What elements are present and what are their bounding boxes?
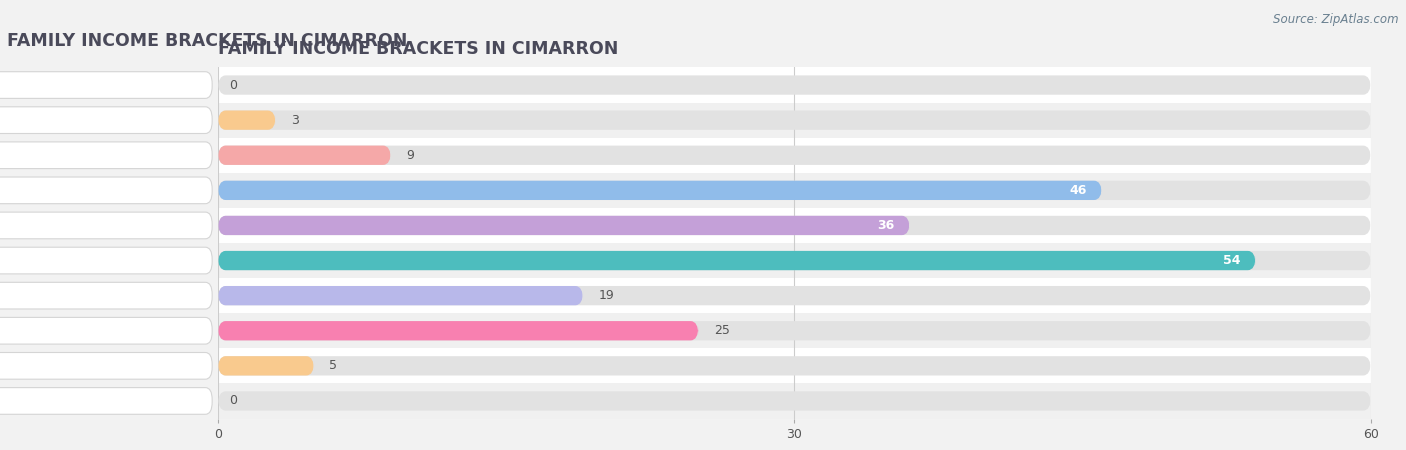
FancyBboxPatch shape (218, 216, 910, 235)
FancyBboxPatch shape (0, 177, 212, 204)
FancyBboxPatch shape (218, 286, 583, 305)
Text: 19: 19 (599, 289, 614, 302)
Text: 9: 9 (406, 149, 415, 162)
Bar (218, 173, 1371, 208)
FancyBboxPatch shape (0, 352, 212, 379)
FancyBboxPatch shape (218, 76, 1371, 94)
Bar (218, 313, 1371, 348)
Text: 25: 25 (714, 324, 730, 337)
FancyBboxPatch shape (0, 282, 212, 309)
Text: Source: ZipAtlas.com: Source: ZipAtlas.com (1274, 14, 1399, 27)
Bar (218, 243, 1371, 278)
FancyBboxPatch shape (0, 107, 212, 134)
FancyBboxPatch shape (0, 72, 212, 99)
Bar (218, 348, 1371, 383)
Text: 5: 5 (329, 360, 337, 372)
FancyBboxPatch shape (218, 251, 1256, 270)
FancyBboxPatch shape (0, 317, 212, 344)
Text: 54: 54 (1223, 254, 1240, 267)
FancyBboxPatch shape (218, 216, 1371, 235)
Bar (218, 103, 1371, 138)
FancyBboxPatch shape (0, 247, 212, 274)
Bar (218, 278, 1371, 313)
FancyBboxPatch shape (218, 321, 1371, 340)
Bar (218, 208, 1371, 243)
Text: 0: 0 (229, 395, 238, 407)
Bar (218, 138, 1371, 173)
Text: 0: 0 (229, 79, 238, 91)
FancyBboxPatch shape (218, 146, 1371, 165)
Text: 36: 36 (877, 219, 894, 232)
FancyBboxPatch shape (218, 111, 1371, 130)
FancyBboxPatch shape (218, 181, 1371, 200)
FancyBboxPatch shape (0, 142, 212, 169)
FancyBboxPatch shape (218, 286, 1371, 305)
Bar (218, 68, 1371, 103)
FancyBboxPatch shape (218, 251, 1371, 270)
Text: 3: 3 (291, 114, 299, 126)
FancyBboxPatch shape (218, 181, 1102, 200)
FancyBboxPatch shape (0, 387, 212, 414)
Text: 46: 46 (1069, 184, 1087, 197)
FancyBboxPatch shape (218, 356, 1371, 375)
Text: FAMILY INCOME BRACKETS IN CIMARRON: FAMILY INCOME BRACKETS IN CIMARRON (218, 40, 619, 58)
FancyBboxPatch shape (218, 321, 699, 340)
FancyBboxPatch shape (218, 146, 391, 165)
FancyBboxPatch shape (0, 212, 212, 239)
FancyBboxPatch shape (218, 392, 1371, 410)
Bar (218, 383, 1371, 418)
FancyBboxPatch shape (218, 111, 276, 130)
FancyBboxPatch shape (218, 356, 314, 375)
Text: FAMILY INCOME BRACKETS IN CIMARRON: FAMILY INCOME BRACKETS IN CIMARRON (7, 32, 408, 50)
